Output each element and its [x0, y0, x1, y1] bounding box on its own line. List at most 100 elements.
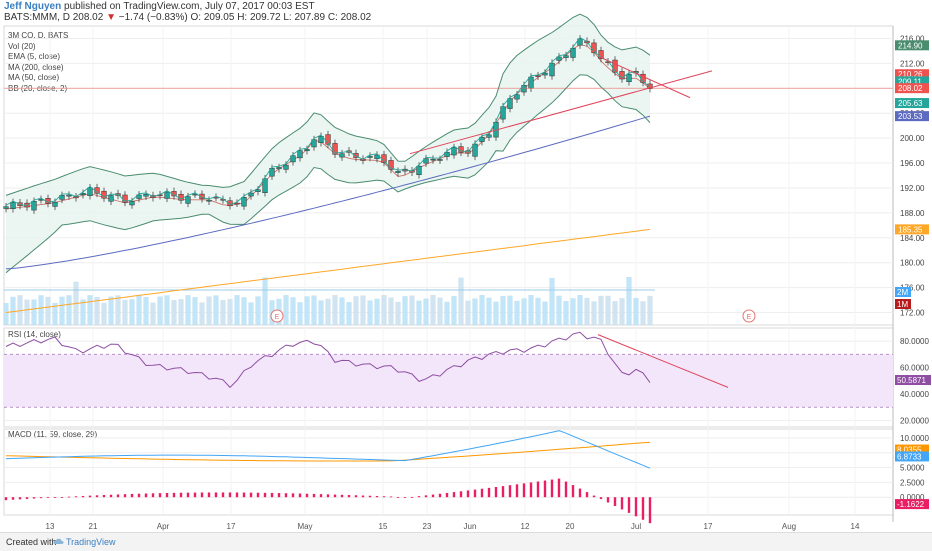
- macd-histogram-bar: [557, 478, 561, 498]
- legend-item-ma50[interactable]: MA (50, close): [8, 73, 60, 82]
- macd-histogram-bar: [200, 492, 204, 498]
- volume-bar: [297, 302, 303, 325]
- volume-bar: [465, 300, 471, 325]
- volume-bar: [591, 301, 597, 325]
- volume-bar: [430, 295, 436, 325]
- volume-bar: [31, 299, 37, 325]
- macd-histogram-bar: [242, 492, 246, 498]
- legend-item-ma200[interactable]: MA (200, close): [8, 62, 64, 72]
- macd-histogram-bar: [221, 492, 225, 498]
- candle-body: [206, 199, 212, 202]
- price-tag: [895, 76, 929, 87]
- volume-bar: [143, 296, 149, 325]
- candle-body: [87, 187, 93, 196]
- candle-body: [248, 192, 254, 197]
- header-line-1: Jeff Nguyen published on TradingView.com…: [4, 1, 315, 12]
- candle-body: [570, 48, 576, 58]
- author-name[interactable]: Jeff Nguyen: [4, 1, 62, 12]
- rsi-title[interactable]: RSI (14, close): [8, 330, 61, 339]
- macd-title[interactable]: MACD (11, 59, close, 29): [8, 430, 98, 439]
- volume-bar: [94, 296, 100, 325]
- x-tick-label: 14: [851, 522, 860, 531]
- x-tick-label: 20: [566, 522, 575, 531]
- rsi-value-label: 50.5871: [897, 376, 926, 385]
- macd-histogram-bar: [613, 497, 617, 506]
- macd-histogram-bar: [354, 495, 358, 498]
- macd-histogram-bar: [18, 497, 22, 500]
- rsi-trendline: [597, 334, 729, 388]
- volume-bar: [570, 298, 576, 325]
- candle-body: [101, 190, 107, 199]
- candle-body: [66, 194, 72, 197]
- candle-body: [472, 143, 478, 157]
- macd-histogram-bar: [116, 494, 120, 498]
- macd-histogram-bar: [151, 493, 155, 498]
- macd-histogram-bar: [424, 495, 428, 498]
- macd-histogram-bar: [382, 496, 386, 498]
- main-y-tick-label: 172.00: [900, 309, 925, 318]
- macd-histogram-bar: [277, 493, 281, 498]
- volume-bar: [549, 277, 555, 325]
- volume-bar: [598, 295, 604, 325]
- candle-body: [353, 153, 359, 158]
- volume-bar: [255, 296, 261, 325]
- legend-item-volume[interactable]: Vol (20): [8, 41, 36, 51]
- macd-histogram-bar: [109, 494, 113, 498]
- volume-bar: [486, 297, 492, 325]
- volume-bar: [157, 296, 163, 325]
- rsi-y-tick-label: 20.0000: [900, 416, 929, 425]
- candle-body: [241, 197, 247, 207]
- candle-body: [395, 170, 401, 173]
- candle-body: [3, 206, 9, 209]
- volume-bar: [458, 277, 464, 325]
- candle-body: [626, 73, 632, 83]
- main-y-tick-label: 200.00: [900, 134, 925, 143]
- candle-body: [535, 75, 541, 77]
- main-y-tick-label: 180.00: [900, 259, 925, 268]
- volume-bar: [304, 296, 310, 325]
- macd-histogram-bar: [571, 485, 575, 498]
- volume-bar: [444, 301, 450, 325]
- volume-bar: [500, 295, 506, 325]
- candle-body: [269, 168, 275, 177]
- candle-body: [325, 134, 331, 145]
- candle-body: [339, 153, 345, 158]
- legend-item-ema[interactable]: EMA (5, close): [8, 52, 61, 61]
- macd-histogram-bar: [466, 490, 470, 498]
- footer-brand-link[interactable]: TradingView: [66, 537, 116, 547]
- candle-body: [185, 196, 191, 204]
- macd-histogram-bar: [585, 492, 589, 498]
- macd-histogram-bar: [88, 495, 92, 498]
- macd-histogram-bar: [11, 497, 15, 500]
- macd-histogram-bar: [186, 492, 190, 498]
- price-tag-label: 214.90: [898, 41, 923, 50]
- macd-histogram-bar: [634, 497, 638, 517]
- candle-body: [514, 94, 520, 100]
- x-tick-label: 17: [227, 522, 236, 531]
- legend-item-symbol[interactable]: 3M CO, D, BATS: [8, 31, 69, 40]
- candle-body: [283, 164, 289, 170]
- macd-histogram-bar: [263, 492, 267, 498]
- candle-body: [437, 159, 443, 161]
- volume-bar: [136, 295, 142, 325]
- candle-body: [556, 56, 562, 61]
- candle-body: [647, 83, 653, 89]
- macd-histogram-bar: [305, 493, 309, 498]
- macd-histogram-bar: [550, 479, 554, 498]
- main-y-tick-label: 196.00: [900, 159, 925, 168]
- earnings-marker-label: E: [747, 314, 752, 321]
- candle-body: [388, 160, 394, 170]
- candle-body: [52, 201, 58, 207]
- rsi-y-tick-label: 60.0000: [900, 364, 929, 373]
- macd-histogram-bar: [95, 495, 99, 498]
- macd-histogram-bar: [249, 492, 253, 498]
- volume-bar: [360, 295, 366, 325]
- volume-bar: [283, 295, 289, 325]
- volume-bar: [633, 297, 639, 325]
- volume-bar: [38, 295, 44, 325]
- candle-body: [108, 195, 114, 202]
- ohlc-values: O: 209.05 H: 209.72 L: 207.89 C: 208.02: [190, 12, 372, 23]
- macd-histogram-bar: [389, 496, 393, 498]
- macd-histogram-bar: [25, 497, 29, 499]
- chart-canvas[interactable]: 172.00 176.00 180.00 184.00 188.00 192.00 196.…: [0, 0, 932, 532]
